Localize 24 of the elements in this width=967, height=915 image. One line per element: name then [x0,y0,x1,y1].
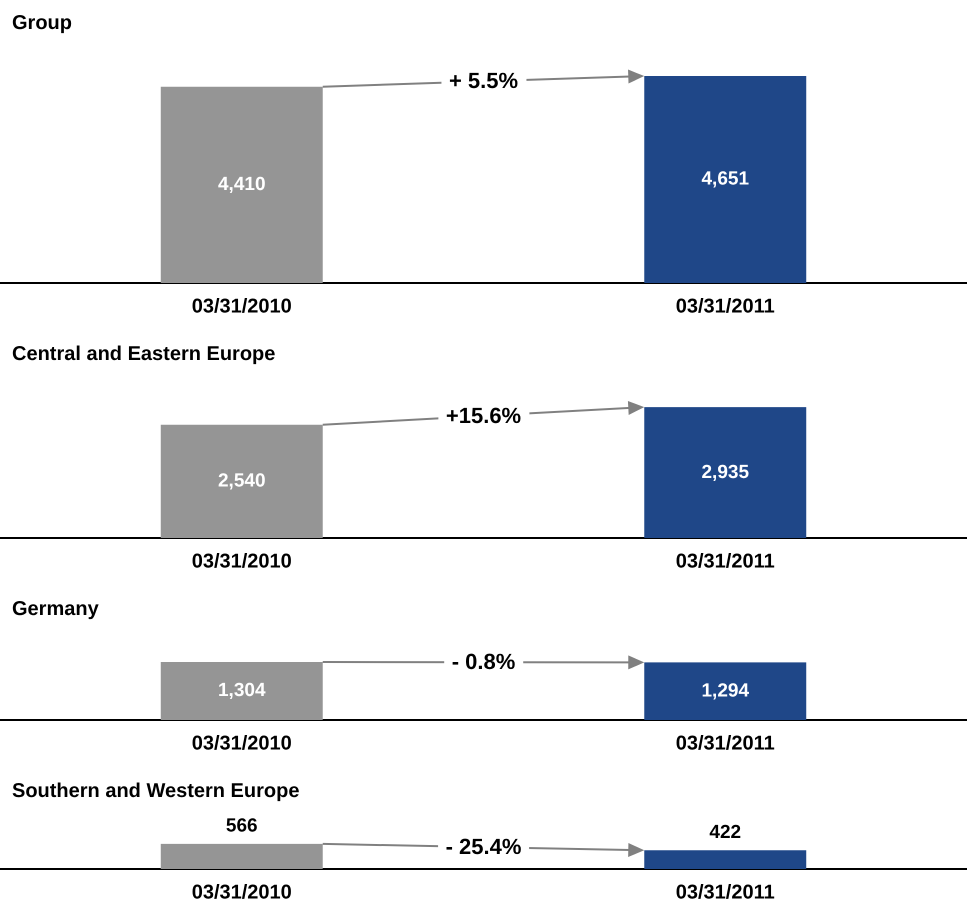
annotation: +15.6% [438,402,530,429]
data-label: 2,540 [218,470,266,492]
annotation: - 25.4% [438,834,530,860]
chart-title: Southern and Western Europe [11,779,300,804]
data-label: 1,304 [218,680,266,702]
data-label: 2,935 [701,462,750,483]
chart-title: Germany [11,597,100,622]
x-tick-label: 03/31/2011 [676,882,775,904]
chart-title: Central and Eastern Europe [11,342,276,367]
data-label: 4,651 [701,168,750,190]
data-label: 566 [226,816,258,837]
x-tick-label: 03/31/2011 [676,732,775,755]
x-tick-label: 03/31/2010 [192,296,292,318]
data-label: 1,294 [701,680,750,702]
data-label: 422 [709,822,742,844]
x-tick-label: 03/31/2011 [676,550,775,573]
x-tick-label: 03/31/2011 [676,296,775,318]
chart-title: Group [11,11,73,36]
annotation: - 0.8% [444,649,524,676]
annotation: + 5.5% [440,68,526,94]
data-label: 4,410 [218,174,266,196]
x-tick-label: 03/31/2010 [192,882,292,904]
x-tick-label: 03/31/2010 [192,550,292,573]
x-tick-label: 03/31/2010 [192,732,292,755]
